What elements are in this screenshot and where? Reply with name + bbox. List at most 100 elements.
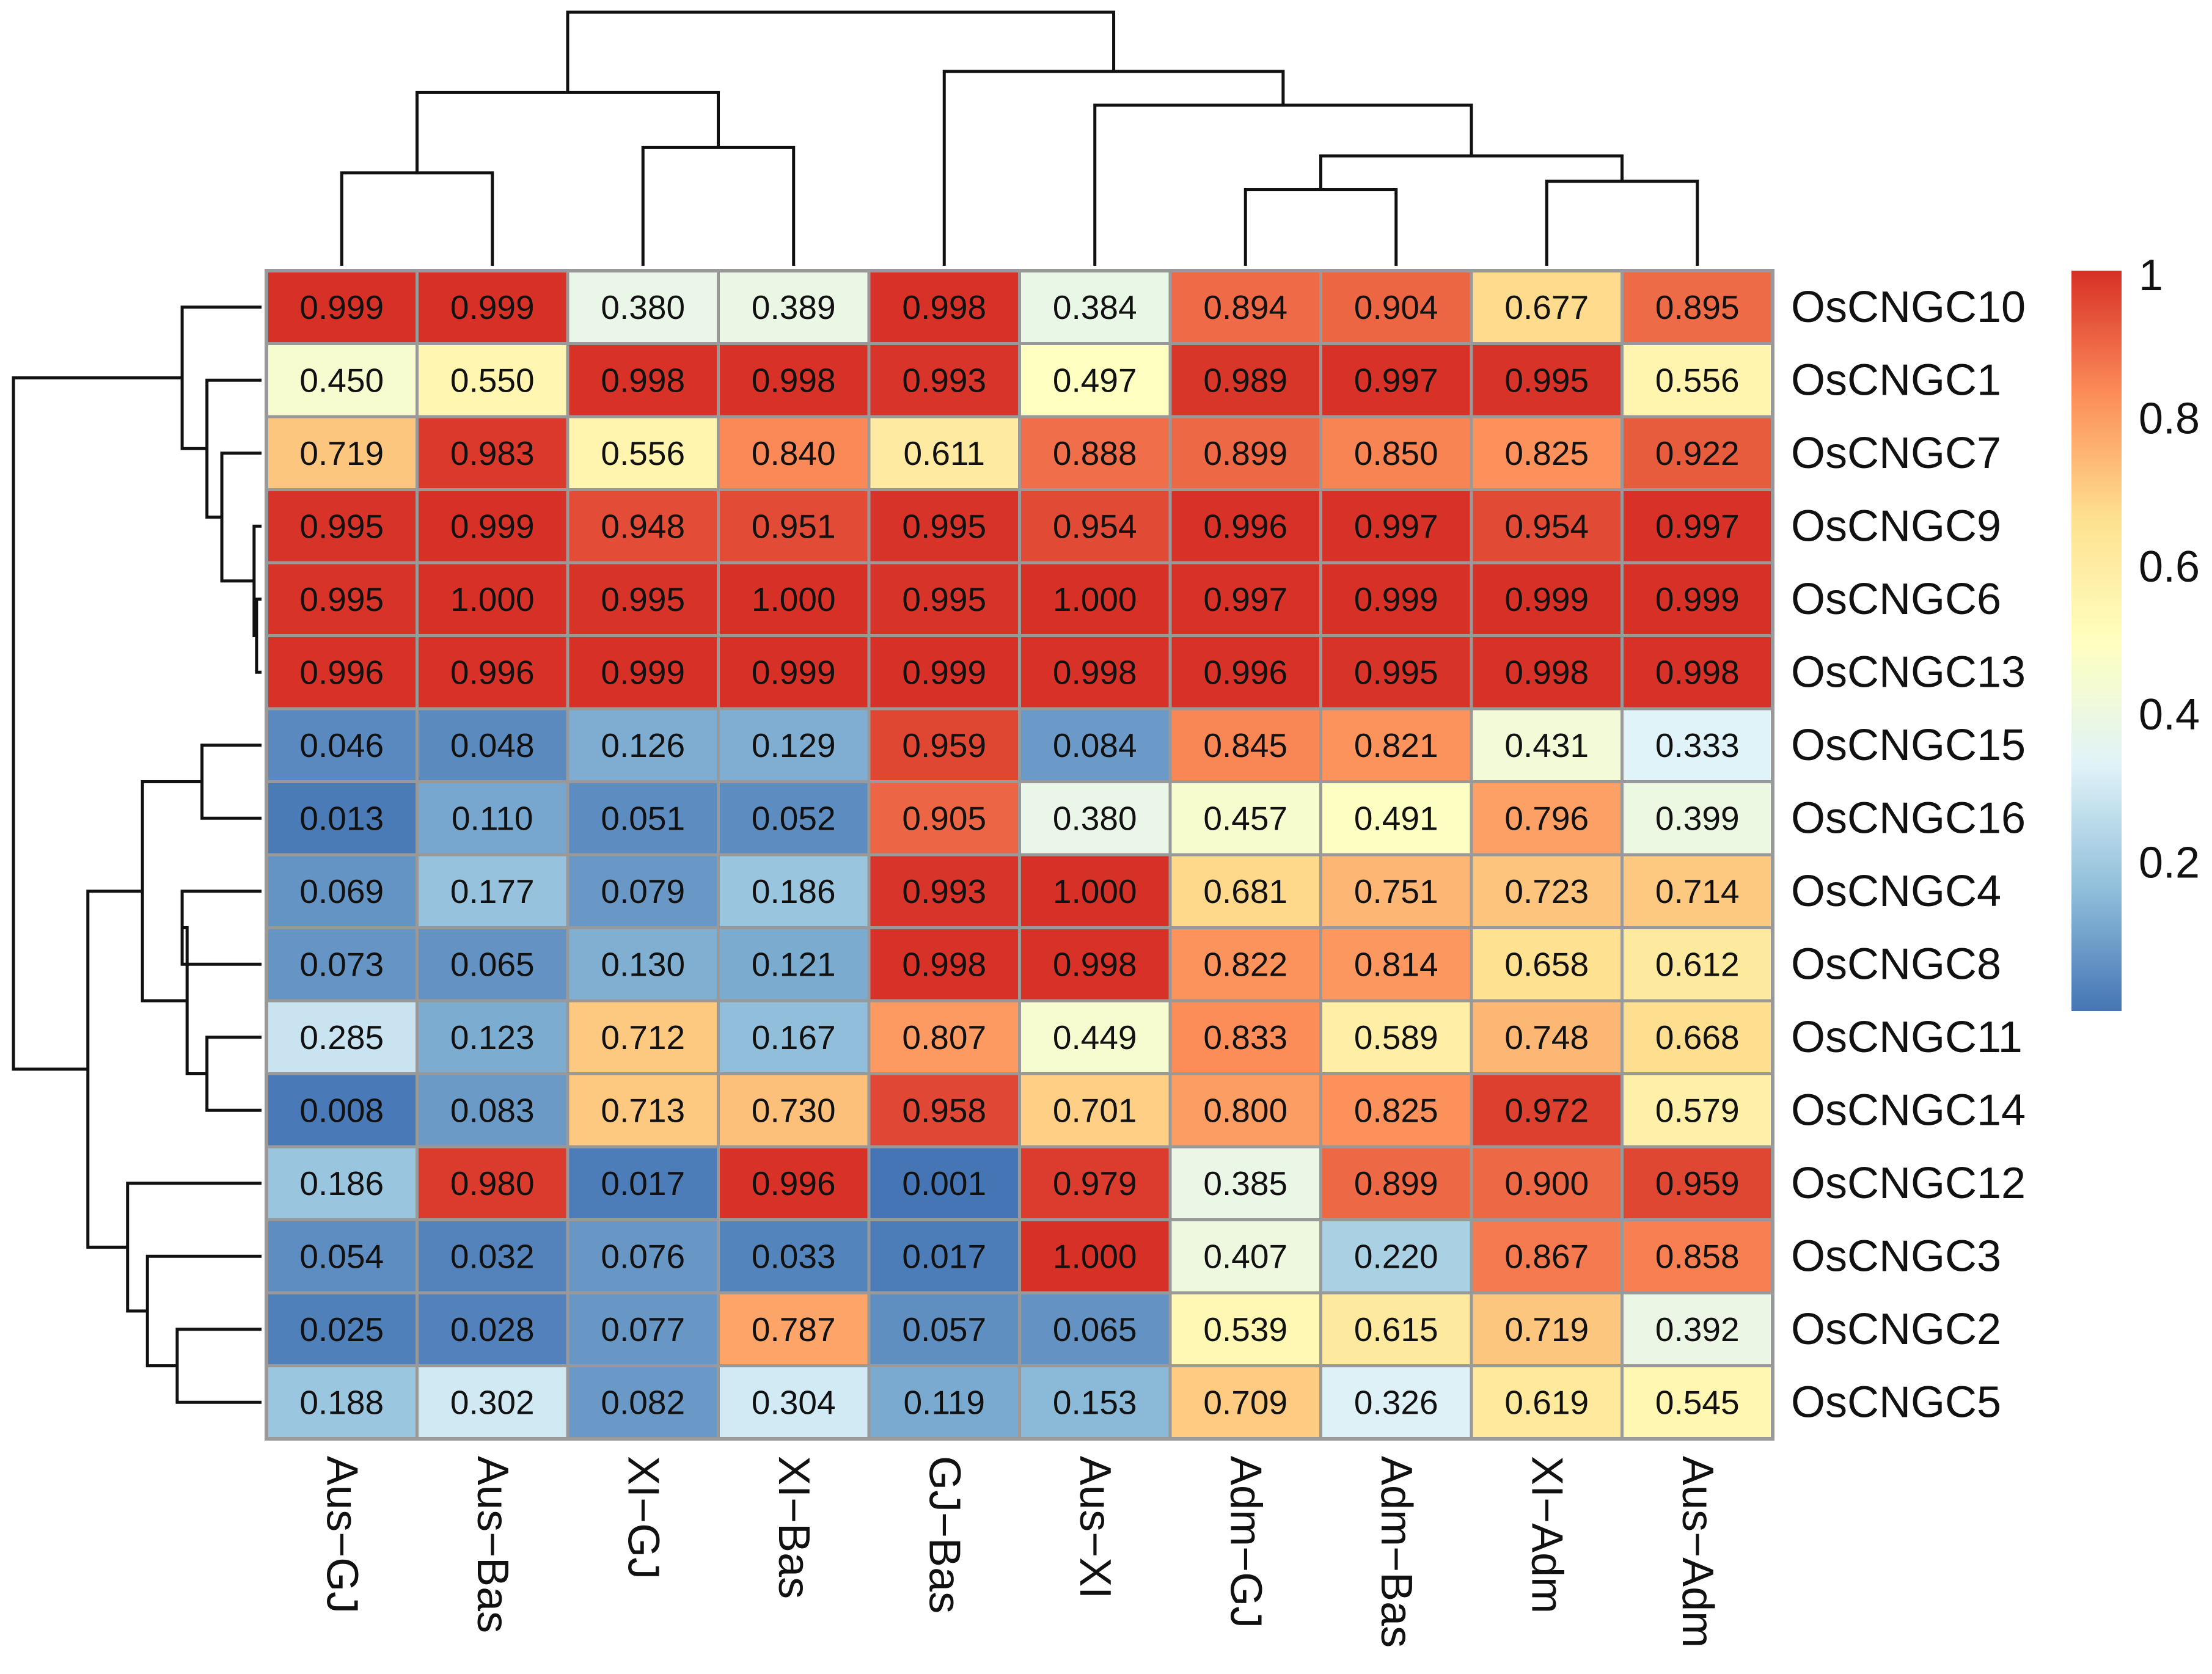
cell-value-label: 0.807 — [902, 1018, 986, 1056]
cell-value-label: 0.954 — [1053, 507, 1137, 545]
cell-value-label: 0.995 — [1354, 653, 1438, 691]
colorbar-tick-label: 0.6 — [2139, 543, 2200, 591]
heatmap-cell — [867, 780, 1021, 857]
cell-value-label: 0.069 — [299, 872, 384, 910]
cell-value-label: 0.333 — [1655, 726, 1740, 764]
row-labels: OsCNGC10 OsCNGC1 OsCNGC7 OsCNGC9 OsCNGC6 OsCN… — [1791, 283, 2026, 1427]
cell-value-label: 0.186 — [299, 1164, 384, 1202]
cell-value-label: 0.995 — [902, 507, 986, 545]
cell-value-label: 0.999 — [1504, 580, 1589, 618]
cell-value-label: 0.384 — [1053, 288, 1137, 326]
cell-value-label: 0.822 — [1203, 945, 1287, 983]
cell-value-label: 0.083 — [450, 1091, 535, 1129]
cell-value-label: 0.658 — [1504, 945, 1589, 983]
row-label: OsCNGC2 — [1791, 1305, 2001, 1354]
heatmap-cell — [1470, 561, 1624, 637]
cell-value-label: 0.556 — [601, 434, 685, 472]
cell-value-label: 0.126 — [601, 726, 685, 764]
heatmap-cell — [1018, 1145, 1172, 1221]
heatmap-cell — [867, 342, 1021, 418]
heatmap-cell — [1168, 707, 1322, 783]
cell-value-label: 0.995 — [1504, 361, 1589, 399]
cell-value-label: 0.167 — [752, 1018, 836, 1056]
cell-value-label: 0.723 — [1504, 872, 1589, 910]
cell-value-label: 0.051 — [601, 799, 685, 837]
cell-value-label: 0.714 — [1655, 872, 1740, 910]
cell-value-label: 0.188 — [299, 1383, 384, 1421]
cell-value-label: 0.998 — [1053, 945, 1137, 983]
colorbar-tick-label: 0.8 — [2139, 394, 2200, 443]
cell-value-label: 0.130 — [601, 945, 685, 983]
heatmap-cell — [1621, 1364, 1774, 1441]
cell-value-label: 0.997 — [1354, 507, 1438, 545]
cell-value-label: 0.996 — [1203, 507, 1287, 545]
cell-value-label: 0.497 — [1053, 361, 1137, 399]
heatmap-cell — [416, 999, 569, 1075]
cell-value-label: 0.611 — [903, 434, 985, 472]
row-label: OsCNGC16 — [1791, 794, 2026, 842]
heatmap-cell — [1470, 1072, 1624, 1149]
column-label: Aus−Adm — [1673, 1456, 1722, 1648]
heatmap-cell — [1621, 926, 1774, 1003]
heatmap-cell — [1621, 415, 1774, 491]
dendrogram-branch — [1243, 188, 1398, 266]
cell-value-label: 0.825 — [1354, 1091, 1438, 1129]
heatmap-cell — [717, 634, 871, 711]
cell-value-label: 0.701 — [1053, 1091, 1137, 1129]
heatmap-cell — [717, 1072, 871, 1149]
heatmap-cell — [1470, 853, 1624, 929]
cell-value-label: 0.052 — [752, 799, 836, 837]
cell-value-label: 0.995 — [902, 580, 986, 618]
column-dendrogram — [340, 10, 1699, 266]
heatmap-cell — [1319, 926, 1473, 1003]
cell-value-label: 0.814 — [1354, 945, 1438, 983]
row-label: OsCNGC1 — [1791, 356, 2001, 404]
dendrogram-branch — [942, 70, 1285, 266]
dendrogram-branch — [145, 1254, 262, 1367]
cell-value-label: 0.121 — [752, 945, 836, 983]
cell-value-label: 1.000 — [1053, 580, 1137, 618]
heatmap-cell — [1621, 1291, 1774, 1367]
cell-value-label: 0.079 — [601, 872, 685, 910]
cell-value-label: 0.612 — [1655, 945, 1740, 983]
cell-value-label: 0.032 — [450, 1237, 535, 1275]
cell-value-label: 0.821 — [1354, 726, 1438, 764]
cell-value-label: 0.996 — [450, 653, 535, 691]
heatmap-cell — [1470, 926, 1624, 1003]
cell-value-label: 0.153 — [1053, 1383, 1137, 1421]
cell-value-label: 0.998 — [1504, 653, 1589, 691]
heatmap-cell — [867, 634, 1021, 711]
cell-value-label: 0.867 — [1504, 1237, 1589, 1275]
dendrogram-branch — [200, 744, 262, 820]
cell-value-label: 0.077 — [601, 1310, 685, 1348]
cell-value-label: 0.998 — [902, 945, 986, 983]
heatmap-cell — [717, 1364, 871, 1441]
heatmap-cell — [717, 853, 871, 929]
cell-value-label: 0.719 — [1504, 1310, 1589, 1348]
row-label: OsCNGC12 — [1791, 1159, 2026, 1208]
heatmap-cell — [1168, 999, 1322, 1075]
cell-value-label: 0.399 — [1655, 799, 1740, 837]
heatmap-cell — [566, 634, 720, 711]
cell-value-label: 0.539 — [1203, 1310, 1287, 1348]
column-label: Aus−GJ — [317, 1456, 366, 1614]
heatmap-cell — [1621, 780, 1774, 857]
cell-value-label: 0.979 — [1053, 1164, 1137, 1202]
cell-value-label: 0.922 — [1655, 434, 1740, 472]
heatmap-cell — [416, 1291, 569, 1367]
heatmap-cell — [867, 1072, 1021, 1149]
cell-value-label: 0.285 — [299, 1018, 384, 1056]
cell-value-label: 0.177 — [450, 872, 535, 910]
cell-value-label: 0.850 — [1354, 434, 1438, 472]
heatmap-cell — [265, 342, 419, 418]
cell-value-label: 0.110 — [452, 799, 533, 837]
column-label: XI−GJ — [618, 1456, 667, 1579]
column-label: Adm−Bas — [1372, 1456, 1421, 1648]
cell-value-label: 0.385 — [1203, 1164, 1287, 1202]
cell-value-label: 0.057 — [902, 1310, 986, 1348]
heatmap-cell — [1470, 999, 1624, 1075]
cell-value-label: 0.491 — [1354, 799, 1438, 837]
cell-value-label: 0.833 — [1203, 1018, 1287, 1056]
cell-value-label: 0.800 — [1203, 1091, 1287, 1129]
